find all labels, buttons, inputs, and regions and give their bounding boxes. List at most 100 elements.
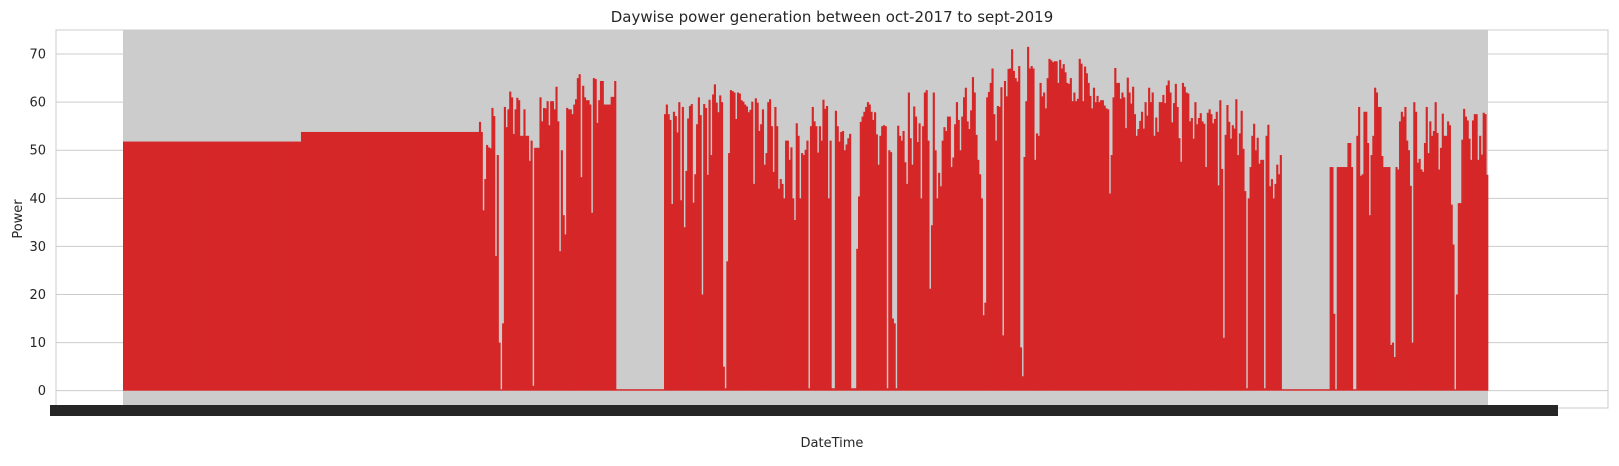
bar [519,135,522,391]
bar [1425,106,1428,391]
bar [286,141,289,391]
bar [817,152,820,391]
bar [1101,100,1104,391]
bar [694,174,697,391]
bar [299,141,302,391]
bar [498,342,501,391]
bar [381,131,384,391]
bar [133,141,136,391]
bar [478,121,482,391]
x-tick-label [59,412,61,416]
bar [858,196,861,391]
bar [724,388,727,391]
bar [1260,159,1263,391]
bar [306,131,309,391]
bar [147,141,151,391]
bar [352,131,355,391]
bar [1146,115,1149,391]
bar [1352,389,1355,391]
bar [126,141,129,391]
bar [955,102,959,391]
bar [1274,183,1277,391]
bar [1206,112,1209,391]
bar [1062,64,1065,391]
bar [747,112,750,391]
bar [943,127,946,391]
bar [418,131,421,391]
bar [605,104,608,391]
bar [267,141,270,391]
bar [651,389,654,391]
bar [1397,169,1400,391]
bar [763,164,766,391]
bar [1105,108,1108,391]
bar [601,80,604,391]
bar [535,147,539,391]
bar [471,131,474,391]
bar [226,141,229,391]
y-tick-label: 70 [29,48,46,63]
bar [473,131,476,391]
bar [1219,100,1222,391]
bar [130,141,133,391]
bar [1139,120,1142,391]
bar [1135,135,1138,391]
bar [416,131,419,391]
bar [1092,87,1096,391]
bar [836,126,839,391]
bar [1285,389,1288,391]
bar [1084,66,1087,391]
bar [932,92,935,391]
bar [610,96,613,391]
bar [1224,134,1227,391]
bar [1415,111,1418,391]
bar [1480,154,1484,391]
bar [583,97,587,391]
bar [582,85,585,391]
bar [224,141,227,391]
bar [900,140,903,391]
x-tick-label [50,406,52,410]
bar [1384,167,1387,391]
bar [1242,148,1245,391]
bar [909,138,912,391]
bar [1169,92,1172,391]
bar [386,131,389,391]
bar [325,131,329,391]
bar [128,141,131,391]
bar [680,200,683,391]
bar [697,97,700,391]
bar [1201,121,1204,391]
bar [822,99,825,391]
bar [1326,389,1329,391]
bar [391,131,394,391]
bar [486,144,489,391]
bar [1132,86,1135,391]
bar [847,138,850,391]
bar [735,118,738,391]
bar [1445,135,1448,391]
bar [966,121,969,391]
bar [1151,92,1154,391]
bar [163,141,167,391]
bar [174,141,177,391]
bar [211,141,215,391]
bar [827,198,830,391]
bar [327,131,330,391]
bar [1057,82,1060,391]
y-tick-label: 50 [29,144,46,159]
bar [242,141,245,391]
bar [888,150,891,391]
bar [350,131,353,391]
bar [1427,153,1430,391]
bar [1153,135,1156,391]
bar [1231,125,1234,391]
bar [176,141,179,391]
bar [382,131,385,391]
bar [277,141,280,391]
bar [1048,58,1051,391]
bar [413,131,416,391]
bar [849,133,852,391]
bar [591,212,594,391]
bar [559,251,562,391]
